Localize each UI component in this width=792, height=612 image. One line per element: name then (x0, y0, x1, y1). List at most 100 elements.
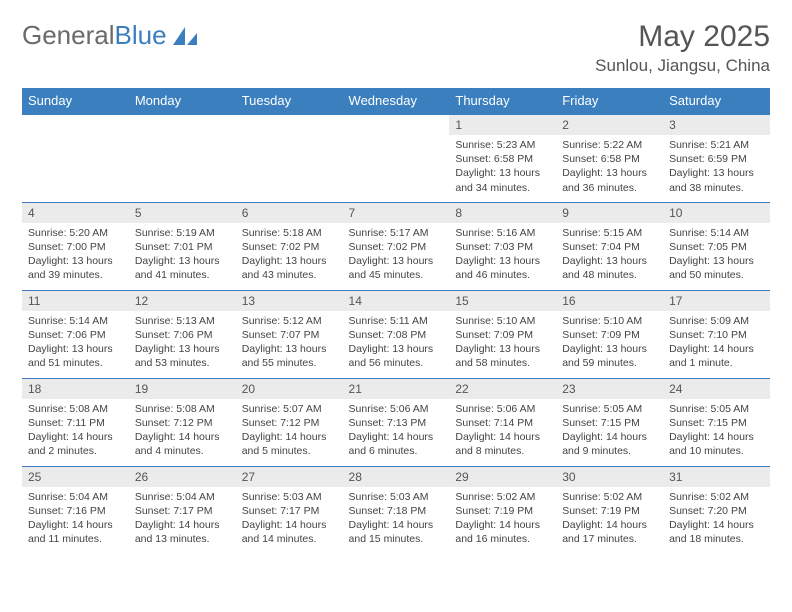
sunrise-line: Sunrise: 5:20 AM (28, 226, 123, 240)
day-number: 14 (343, 291, 450, 311)
month-title: May 2025 (595, 20, 770, 54)
daylight-line: Daylight: 14 hours and 1 minute. (669, 342, 764, 370)
daylight-line: Daylight: 13 hours and 34 minutes. (455, 166, 550, 194)
title-block: May 2025 Sunlou, Jiangsu, China (595, 20, 770, 76)
week-row: 25Sunrise: 5:04 AMSunset: 7:16 PMDayligh… (22, 466, 770, 554)
sunrise-line: Sunrise: 5:07 AM (242, 402, 337, 416)
day-content: Sunrise: 5:02 AMSunset: 7:19 PMDaylight:… (449, 487, 556, 553)
day-cell: 14Sunrise: 5:11 AMSunset: 7:08 PMDayligh… (343, 290, 450, 378)
sunset-line: Sunset: 7:15 PM (669, 416, 764, 430)
day-number: 2 (556, 115, 663, 135)
day-content: Sunrise: 5:09 AMSunset: 7:10 PMDaylight:… (663, 311, 770, 377)
daylight-line: Daylight: 14 hours and 6 minutes. (349, 430, 444, 458)
day-cell: 12Sunrise: 5:13 AMSunset: 7:06 PMDayligh… (129, 290, 236, 378)
calendar-body: 1Sunrise: 5:23 AMSunset: 6:58 PMDaylight… (22, 114, 770, 554)
day-content: Sunrise: 5:06 AMSunset: 7:13 PMDaylight:… (343, 399, 450, 465)
day-cell: 19Sunrise: 5:08 AMSunset: 7:12 PMDayligh… (129, 378, 236, 466)
day-cell: 21Sunrise: 5:06 AMSunset: 7:13 PMDayligh… (343, 378, 450, 466)
sunset-line: Sunset: 7:15 PM (562, 416, 657, 430)
daylight-line: Daylight: 14 hours and 10 minutes. (669, 430, 764, 458)
sunrise-line: Sunrise: 5:05 AM (562, 402, 657, 416)
dayname-monday: Monday (129, 88, 236, 114)
sunrise-line: Sunrise: 5:08 AM (28, 402, 123, 416)
week-row: 11Sunrise: 5:14 AMSunset: 7:06 PMDayligh… (22, 290, 770, 378)
day-content: Sunrise: 5:03 AMSunset: 7:17 PMDaylight:… (236, 487, 343, 553)
day-content: Sunrise: 5:14 AMSunset: 7:06 PMDaylight:… (22, 311, 129, 377)
day-cell: 2Sunrise: 5:22 AMSunset: 6:58 PMDaylight… (556, 114, 663, 202)
day-number: 3 (663, 115, 770, 135)
daylight-line: Daylight: 14 hours and 18 minutes. (669, 518, 764, 546)
daylight-line: Daylight: 13 hours and 43 minutes. (242, 254, 337, 282)
day-content: Sunrise: 5:22 AMSunset: 6:58 PMDaylight:… (556, 135, 663, 201)
day-content: Sunrise: 5:16 AMSunset: 7:03 PMDaylight:… (449, 223, 556, 289)
week-row: 4Sunrise: 5:20 AMSunset: 7:00 PMDaylight… (22, 202, 770, 290)
sunset-line: Sunset: 7:17 PM (242, 504, 337, 518)
logo-text: GeneralBlue (22, 20, 167, 51)
dayname-thursday: Thursday (449, 88, 556, 114)
sunrise-line: Sunrise: 5:06 AM (349, 402, 444, 416)
dayname-tuesday: Tuesday (236, 88, 343, 114)
day-number: 13 (236, 291, 343, 311)
week-row: 18Sunrise: 5:08 AMSunset: 7:11 PMDayligh… (22, 378, 770, 466)
sunset-line: Sunset: 7:05 PM (669, 240, 764, 254)
day-cell: 3Sunrise: 5:21 AMSunset: 6:59 PMDaylight… (663, 114, 770, 202)
daylight-line: Daylight: 13 hours and 58 minutes. (455, 342, 550, 370)
day-number: 29 (449, 467, 556, 487)
sunrise-line: Sunrise: 5:06 AM (455, 402, 550, 416)
daylight-line: Daylight: 13 hours and 41 minutes. (135, 254, 230, 282)
day-content: Sunrise: 5:05 AMSunset: 7:15 PMDaylight:… (663, 399, 770, 465)
sunset-line: Sunset: 7:11 PM (28, 416, 123, 430)
day-number: 27 (236, 467, 343, 487)
sunset-line: Sunset: 7:19 PM (562, 504, 657, 518)
day-cell: 16Sunrise: 5:10 AMSunset: 7:09 PMDayligh… (556, 290, 663, 378)
day-cell (236, 114, 343, 202)
sunrise-line: Sunrise: 5:12 AM (242, 314, 337, 328)
day-cell: 27Sunrise: 5:03 AMSunset: 7:17 PMDayligh… (236, 466, 343, 554)
day-content: Sunrise: 5:08 AMSunset: 7:11 PMDaylight:… (22, 399, 129, 465)
dayname-wednesday: Wednesday (343, 88, 450, 114)
day-cell (22, 114, 129, 202)
day-number: 21 (343, 379, 450, 399)
sunrise-line: Sunrise: 5:18 AM (242, 226, 337, 240)
day-cell: 1Sunrise: 5:23 AMSunset: 6:58 PMDaylight… (449, 114, 556, 202)
day-cell: 24Sunrise: 5:05 AMSunset: 7:15 PMDayligh… (663, 378, 770, 466)
sunset-line: Sunset: 7:01 PM (135, 240, 230, 254)
sunset-line: Sunset: 7:04 PM (562, 240, 657, 254)
sunset-line: Sunset: 7:02 PM (242, 240, 337, 254)
day-number: 7 (343, 203, 450, 223)
day-content: Sunrise: 5:11 AMSunset: 7:08 PMDaylight:… (343, 311, 450, 377)
day-number: 18 (22, 379, 129, 399)
day-content: Sunrise: 5:21 AMSunset: 6:59 PMDaylight:… (663, 135, 770, 201)
sunset-line: Sunset: 7:16 PM (28, 504, 123, 518)
day-number: 31 (663, 467, 770, 487)
day-cell: 20Sunrise: 5:07 AMSunset: 7:12 PMDayligh… (236, 378, 343, 466)
daylight-line: Daylight: 13 hours and 39 minutes. (28, 254, 123, 282)
sunset-line: Sunset: 6:59 PM (669, 152, 764, 166)
sunrise-line: Sunrise: 5:04 AM (28, 490, 123, 504)
logo-word1: General (22, 20, 115, 50)
day-number: 16 (556, 291, 663, 311)
sunrise-line: Sunrise: 5:04 AM (135, 490, 230, 504)
day-number: 24 (663, 379, 770, 399)
day-cell: 18Sunrise: 5:08 AMSunset: 7:11 PMDayligh… (22, 378, 129, 466)
day-content: Sunrise: 5:02 AMSunset: 7:19 PMDaylight:… (556, 487, 663, 553)
day-number: 4 (22, 203, 129, 223)
day-content: Sunrise: 5:07 AMSunset: 7:12 PMDaylight:… (236, 399, 343, 465)
daylight-line: Daylight: 14 hours and 9 minutes. (562, 430, 657, 458)
sunrise-line: Sunrise: 5:19 AM (135, 226, 230, 240)
daylight-line: Daylight: 13 hours and 56 minutes. (349, 342, 444, 370)
daylight-line: Daylight: 14 hours and 8 minutes. (455, 430, 550, 458)
day-cell: 7Sunrise: 5:17 AMSunset: 7:02 PMDaylight… (343, 202, 450, 290)
day-cell: 6Sunrise: 5:18 AMSunset: 7:02 PMDaylight… (236, 202, 343, 290)
sunset-line: Sunset: 7:00 PM (28, 240, 123, 254)
day-cell: 4 Sunrise: 5:20 AMSunset: 7:00 PMDaylight… (22, 202, 129, 290)
location: Sunlou, Jiangsu, China (595, 56, 770, 76)
sunset-line: Sunset: 7:17 PM (135, 504, 230, 518)
sunset-line: Sunset: 7:02 PM (349, 240, 444, 254)
sunset-line: Sunset: 7:06 PM (28, 328, 123, 342)
daylight-line: Daylight: 13 hours and 59 minutes. (562, 342, 657, 370)
day-number: 25 (22, 467, 129, 487)
sunrise-line: Sunrise: 5:02 AM (455, 490, 550, 504)
logo-sail-icon (171, 25, 199, 47)
day-number: 11 (22, 291, 129, 311)
